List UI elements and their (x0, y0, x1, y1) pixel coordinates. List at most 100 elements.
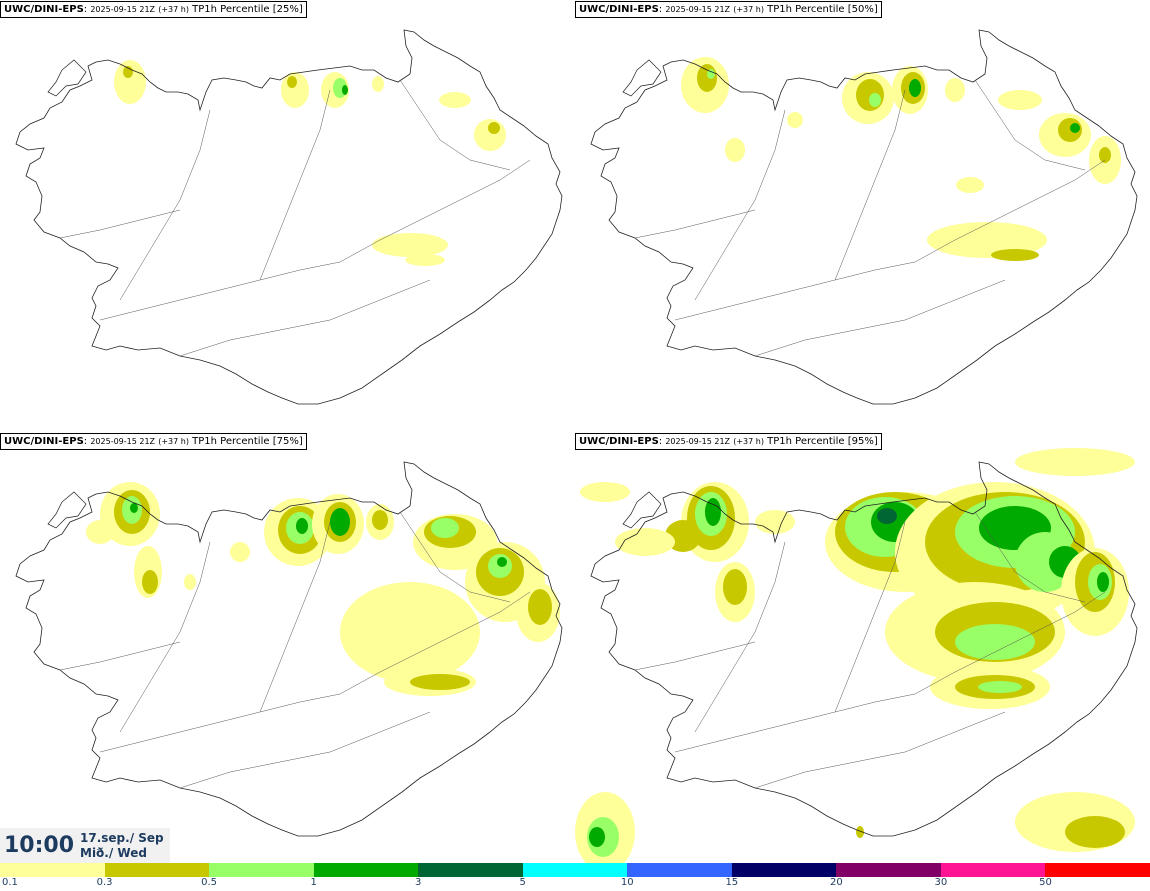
road-line (179, 279, 431, 357)
precip-area (1065, 816, 1125, 848)
precip-area (497, 557, 507, 567)
precip-area (114, 60, 146, 104)
map-panel-p50: UWC/DINI-EPS: 2025-09-15 21Z (+37 h) TP1… (575, 0, 1150, 431)
road-line (674, 261, 916, 321)
precip-area (909, 79, 921, 97)
precip-area (230, 542, 250, 562)
colorbar-labels: 0.1 0.3 0.5 1 3 5 10 15 20 30 50 (0, 877, 1150, 891)
coastline (622, 491, 662, 529)
valid-date: 17.sep./ Sep (80, 831, 164, 845)
precip-area (725, 138, 745, 162)
precip-area (342, 85, 348, 95)
precip-area (955, 624, 1035, 660)
colorbar-label: 0.3 (96, 877, 113, 888)
colorbar-label: 3 (414, 877, 422, 888)
road-line (259, 89, 331, 281)
road-line (914, 591, 1106, 695)
map-canvas (15, 29, 563, 405)
map-canvas (575, 448, 1138, 863)
precip-area (945, 78, 965, 102)
panel-title: UWC/DINI-EPS: 2025-09-15 21Z (+37 h) TP1… (0, 433, 307, 450)
colorbar-label: 20 (829, 877, 843, 888)
precip-area (869, 93, 881, 107)
road-line (339, 159, 531, 263)
road-line (119, 109, 211, 301)
colorbar-label: 0.5 (201, 877, 218, 888)
road-line (99, 261, 341, 321)
road-line (59, 209, 181, 239)
valid-time-box: 10:00 17.sep./ Sep Mið./ Wed (0, 828, 170, 863)
road-line (974, 79, 1086, 171)
precip-area (705, 498, 721, 526)
road-line (674, 693, 916, 753)
precip-area (615, 528, 675, 556)
valid-time-clock: 10:00 (4, 833, 75, 858)
road-line (694, 541, 786, 733)
road-line (754, 711, 1006, 789)
road-line (914, 159, 1106, 263)
precip-area (296, 518, 308, 534)
precip-area (1070, 123, 1080, 133)
colorbar-segment (1045, 863, 1150, 877)
colorbar-segment (836, 863, 941, 877)
precip-area (877, 508, 897, 524)
precip-area (1015, 448, 1135, 476)
precip-area (410, 674, 470, 690)
colorbar-segment (209, 863, 314, 877)
colorbar-segment (940, 863, 1046, 877)
precip-area (528, 589, 552, 625)
road-line (634, 209, 756, 239)
road-line (834, 521, 906, 713)
road-line (59, 641, 181, 671)
precip-area (697, 64, 717, 92)
coastline (47, 59, 87, 97)
colorbar-label: 10 (620, 877, 634, 888)
road-line (834, 89, 906, 281)
map-panel-p95: UWC/DINI-EPS: 2025-09-15 21Z (+37 h) TP1… (575, 432, 1150, 863)
coastline (622, 59, 662, 97)
map-panel-p75: UWC/DINI-EPS: 2025-09-15 21Z (+37 h) TP1… (0, 432, 575, 863)
precip-area (956, 177, 984, 193)
precip-area (978, 681, 1022, 693)
colorbar-label: 50 (1039, 877, 1052, 888)
colorbar-segment (522, 863, 628, 877)
colorbar-label: 30 (934, 877, 948, 888)
colorbar-segment (418, 863, 523, 877)
precip-area (372, 510, 388, 530)
panel-title: UWC/DINI-EPS: 2025-09-15 21Z (+37 h) TP1… (575, 433, 882, 450)
precip-area (130, 503, 138, 513)
road-line (694, 109, 786, 301)
precip-area (856, 79, 884, 111)
precip-area (723, 569, 747, 605)
panel-title: UWC/DINI-EPS: 2025-09-15 21Z (+37 h) TP1… (575, 1, 882, 18)
precip-area (580, 482, 630, 502)
precip-area (431, 518, 459, 538)
colorbar-segment (627, 863, 732, 877)
coastline (590, 461, 1138, 837)
precip-area (142, 570, 158, 594)
road-line (119, 541, 211, 733)
precip-area (856, 826, 864, 838)
precip-area (184, 574, 196, 590)
precip-area (488, 122, 500, 134)
coastline (15, 461, 563, 837)
precip-area (589, 827, 605, 847)
coastline (590, 29, 1138, 405)
precip-area (998, 90, 1042, 110)
precip-area (372, 76, 384, 92)
valid-weekday: Mið./ Wed (80, 846, 147, 860)
precip-area (287, 76, 297, 88)
colorbar-label: 0.1 (2, 877, 18, 888)
colorbar-segment (0, 863, 105, 877)
precip-area (439, 92, 471, 108)
precip-area (787, 112, 803, 128)
map-panel-p25: UWC/DINI-EPS: 2025-09-15 21Z (+37 h) TP1… (0, 0, 575, 431)
precip-area (755, 510, 795, 534)
coastline (15, 29, 563, 405)
precip-area (405, 254, 445, 266)
precip-area (1099, 147, 1111, 163)
panel-title: UWC/DINI-EPS: 2025-09-15 21Z (+37 h) TP1… (0, 1, 307, 18)
road-line (974, 511, 1086, 603)
map-canvas (590, 29, 1138, 405)
precip-area (927, 222, 1047, 258)
